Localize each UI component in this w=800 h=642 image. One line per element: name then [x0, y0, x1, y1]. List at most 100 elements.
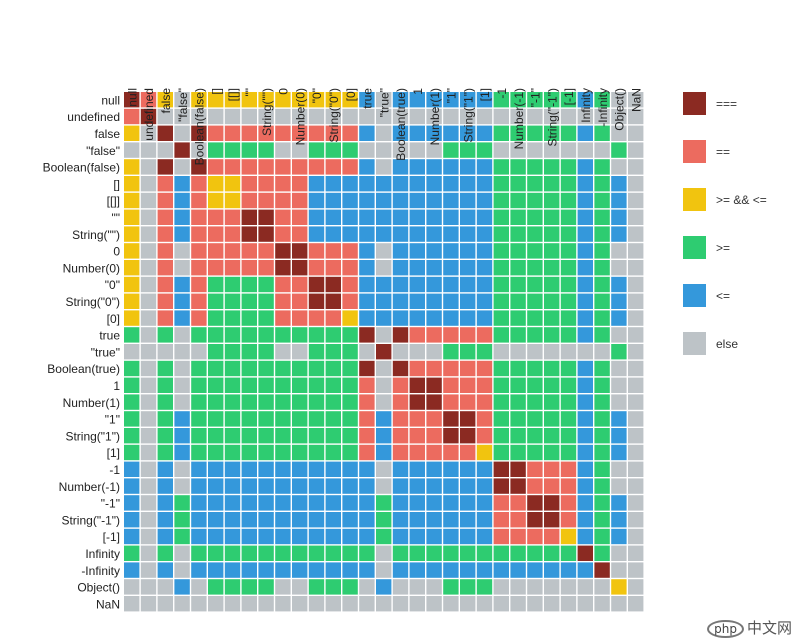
matrix-cell: [577, 209, 593, 225]
matrix-cell: [342, 596, 358, 612]
matrix-cell: [476, 276, 493, 293]
column-label-8: String(""): [260, 88, 274, 136]
row-label-5: []: [113, 177, 120, 191]
matrix-cell: [224, 209, 241, 225]
matrix-cell: [409, 344, 425, 360]
column-label-5: []: [209, 88, 223, 95]
matrix-cell: [342, 562, 358, 578]
matrix-cell: [359, 377, 375, 393]
matrix-cell: [460, 192, 476, 209]
matrix-cell: [359, 243, 375, 259]
legend-swatch-item: [683, 92, 706, 115]
matrix-cell: [140, 360, 157, 377]
matrix-cell: [224, 528, 241, 545]
matrix-cell: [342, 226, 358, 242]
matrix-cell: [241, 562, 257, 578]
matrix-cell: [359, 512, 375, 528]
matrix-cell: [443, 276, 459, 293]
matrix-cell: [124, 528, 140, 545]
matrix-cell: [174, 209, 190, 225]
matrix-cell: [174, 159, 190, 175]
matrix-cell: [628, 360, 644, 377]
matrix-cell: [510, 276, 526, 293]
matrix-cell: [426, 142, 442, 158]
matrix-cell: [359, 142, 375, 158]
matrix-cell: [292, 243, 308, 259]
matrix-cell: [560, 125, 577, 141]
matrix-cell: [342, 209, 358, 225]
matrix-cell: [124, 444, 140, 461]
matrix-cell: [157, 478, 173, 494]
matrix-cell: [359, 310, 375, 326]
column-label-3: "false": [176, 88, 190, 122]
matrix-cell: [241, 226, 257, 242]
matrix-cell: [174, 528, 190, 545]
matrix-cell: [124, 360, 140, 377]
matrix-cell: [140, 545, 157, 561]
matrix-cell: [426, 310, 442, 326]
matrix-cell: [342, 394, 358, 410]
matrix-cell: [174, 428, 190, 444]
matrix-cell: [308, 461, 325, 477]
matrix-cell: [544, 512, 560, 528]
matrix-cell: [174, 360, 190, 377]
matrix-cell: [224, 344, 241, 360]
matrix-cell: [258, 596, 274, 612]
matrix-cell: [174, 596, 190, 612]
row-label-23: Number(-1): [59, 480, 120, 494]
matrix-cell: [544, 344, 560, 360]
matrix-cell: [577, 125, 593, 141]
matrix-cell: [628, 394, 644, 410]
matrix-cell: [476, 344, 493, 360]
matrix-cell: [476, 377, 493, 393]
legend-label-item: >= && <=: [716, 193, 767, 207]
matrix-cell: [392, 192, 409, 209]
matrix-cell: [594, 444, 610, 461]
matrix-cell: [510, 478, 526, 494]
matrix-cell: [493, 92, 509, 108]
matrix-cell: [208, 596, 224, 612]
matrix-cell: [510, 108, 526, 125]
matrix-cell: [325, 226, 341, 242]
matrix-cell: [392, 562, 409, 578]
matrix-cell: [376, 596, 392, 612]
matrix-cell: [611, 562, 627, 578]
matrix-cell: [460, 495, 476, 511]
matrix-cell: [443, 142, 459, 158]
column-label-15: "true": [377, 88, 391, 117]
matrix-cell: [325, 579, 341, 595]
matrix-cell: [124, 411, 140, 427]
matrix-cell: [124, 310, 140, 326]
matrix-cell: [157, 159, 173, 175]
matrix-cell: [611, 394, 627, 410]
matrix-cell: [443, 176, 459, 192]
matrix-cell: [258, 360, 274, 377]
matrix-cell: [594, 293, 610, 309]
matrix-cell: [258, 478, 274, 494]
matrix-cell: [392, 142, 409, 158]
matrix-cell: [224, 562, 241, 578]
matrix-cell: [628, 512, 644, 528]
matrix-cell: [292, 444, 308, 461]
matrix-cell: [359, 360, 375, 377]
matrix-cell: [476, 209, 493, 225]
matrix-cell: [258, 159, 274, 175]
matrix-cell: [376, 461, 392, 477]
matrix-cell: [577, 192, 593, 209]
matrix-cell: [426, 276, 442, 293]
matrix-cell: [560, 192, 577, 209]
matrix-cell: [208, 478, 224, 494]
matrix-cell: [140, 394, 157, 410]
matrix-cell: [611, 293, 627, 309]
matrix-cell: [510, 243, 526, 259]
matrix-cell: [527, 243, 543, 259]
matrix-cell: [476, 478, 493, 494]
matrix-cell: [560, 596, 577, 612]
column-label-2: false: [159, 88, 173, 114]
matrix-cell: [157, 176, 173, 192]
matrix-cell: [224, 125, 241, 141]
matrix-cell: [157, 512, 173, 528]
row-label-22: -1: [109, 463, 120, 477]
matrix-cell: [157, 243, 173, 259]
matrix-cell: [275, 562, 291, 578]
